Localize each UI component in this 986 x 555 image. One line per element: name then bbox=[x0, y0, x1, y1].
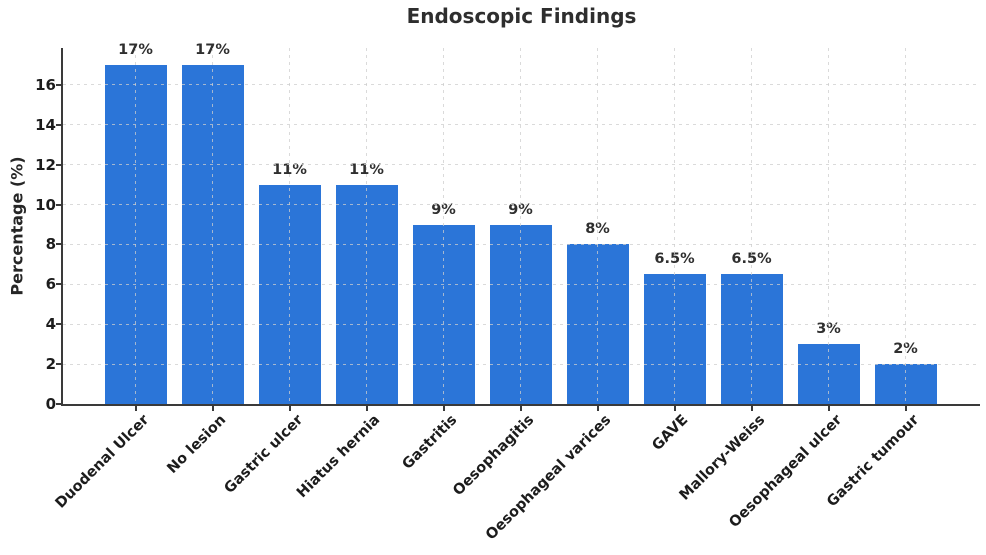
bar-value-label: 8% bbox=[585, 221, 610, 238]
x-tick-mark bbox=[211, 406, 214, 411]
y-tick-mark bbox=[56, 283, 61, 286]
x-tick-mark bbox=[673, 406, 676, 411]
bar-value-label: 3% bbox=[816, 321, 841, 338]
bar bbox=[412, 224, 475, 404]
bar-value-label: 6.5% bbox=[731, 251, 772, 268]
x-tick-label: Gastritis bbox=[399, 412, 460, 473]
x-tick-label: Oesophagitis bbox=[449, 412, 537, 500]
bar bbox=[104, 64, 167, 404]
bar bbox=[489, 224, 552, 404]
x-tick-mark bbox=[134, 406, 137, 411]
bar-value-label: 9% bbox=[508, 201, 533, 218]
bar bbox=[874, 364, 937, 404]
y-tick-label: 4 bbox=[45, 315, 56, 334]
bar bbox=[566, 244, 629, 404]
bar bbox=[335, 184, 398, 404]
x-tick-label: Hiatus hernia bbox=[293, 412, 383, 502]
chart-title: Endoscopic Findings bbox=[406, 4, 637, 28]
x-tick-label: GAVE bbox=[648, 412, 691, 454]
x-tick-label: Gastric ulcer bbox=[221, 412, 306, 497]
x-tick-label: Duodenal Ulcer bbox=[52, 412, 152, 512]
y-tick-mark bbox=[56, 243, 61, 246]
bar bbox=[258, 184, 321, 404]
bar-value-label: 2% bbox=[893, 341, 918, 358]
y-tick-mark bbox=[56, 403, 61, 405]
bar bbox=[720, 274, 783, 404]
x-axis-spine bbox=[61, 404, 980, 406]
y-tick-label: 14 bbox=[35, 115, 56, 134]
bar bbox=[181, 64, 244, 404]
x-tick-mark bbox=[596, 406, 599, 411]
bar bbox=[797, 344, 860, 404]
y-tick-label: 6 bbox=[45, 275, 56, 294]
y-tick-mark bbox=[56, 123, 61, 126]
x-tick-mark bbox=[827, 406, 830, 411]
y-tick-label: 10 bbox=[35, 195, 56, 214]
x-tick-mark bbox=[365, 406, 368, 411]
y-tick-mark bbox=[56, 323, 61, 326]
bar bbox=[643, 274, 706, 404]
y-tick-label: 2 bbox=[45, 355, 56, 374]
x-tick-label: Oesophageal varices bbox=[482, 412, 614, 544]
y-tick-label: 8 bbox=[45, 235, 56, 254]
y-tick-mark bbox=[56, 203, 61, 206]
y-tick-label: 16 bbox=[35, 75, 56, 94]
x-tick-label: No lesion bbox=[163, 412, 229, 477]
x-tick-mark bbox=[750, 406, 753, 411]
y-tick-mark bbox=[56, 163, 61, 166]
x-tick-mark bbox=[288, 406, 291, 411]
y-tick-label: 12 bbox=[35, 155, 56, 174]
y-tick-mark bbox=[56, 363, 61, 366]
x-tick-label: Mallory-Weiss bbox=[676, 412, 768, 504]
x-tick-mark bbox=[904, 406, 907, 411]
y-tick-mark bbox=[56, 83, 61, 86]
bar-value-label: 11% bbox=[349, 161, 384, 178]
y-tick-label: 0 bbox=[45, 395, 56, 413]
y-axis-spine bbox=[61, 48, 63, 406]
bar-value-label: 17% bbox=[195, 41, 230, 58]
x-tick-mark bbox=[519, 406, 522, 411]
x-tick-mark bbox=[442, 406, 445, 411]
